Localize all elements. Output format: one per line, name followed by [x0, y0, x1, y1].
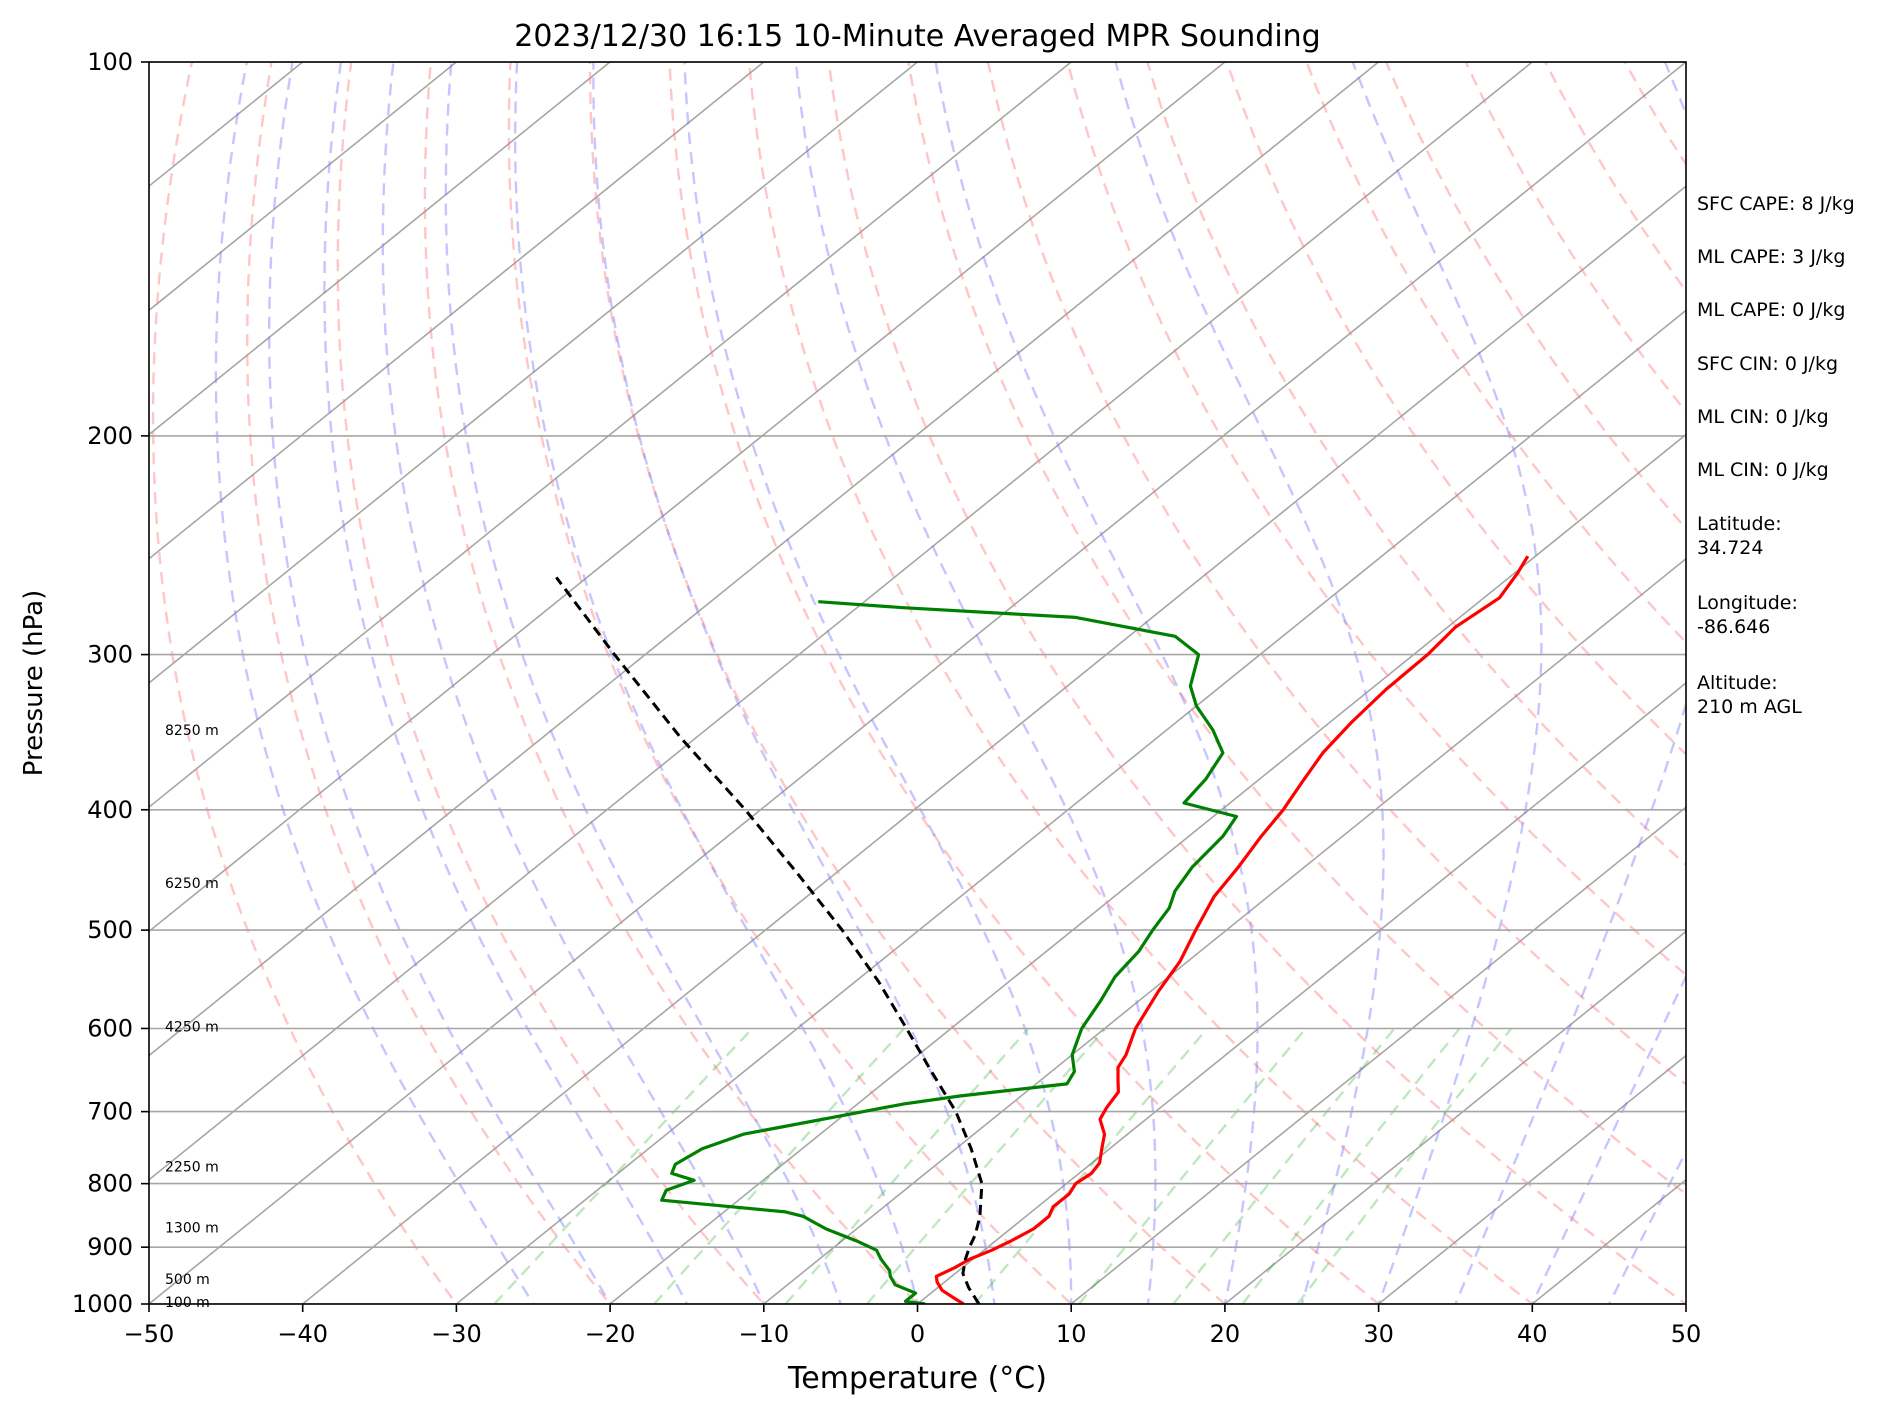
isotherm-line — [762, 557, 1686, 1304]
moist-adiabat-line — [381, 62, 766, 1304]
y-tick-label: 400 — [87, 796, 133, 824]
isotherm-line — [149, 62, 458, 312]
moist-adiabat-line — [1114, 62, 1385, 1304]
dry-adiabat-line — [747, 62, 1535, 1304]
info-altitude: Altitude: 210 m AGL — [1697, 672, 1802, 718]
x-tick-label: −30 — [431, 1320, 482, 1348]
info-longitude: Longitude: -86.646 — [1697, 592, 1798, 638]
mixing-ratio-line — [973, 1027, 1209, 1304]
moist-adiabat-line — [268, 62, 612, 1304]
height-label: 2250 m — [165, 1160, 219, 1176]
moist-adiabat-line — [514, 62, 919, 1304]
isotherm-line — [149, 62, 765, 560]
x-tick-label: 40 — [1517, 1320, 1548, 1348]
isotherm-line — [916, 681, 1686, 1304]
moist-adiabat-line — [1351, 62, 1543, 1304]
x-tick-label: 0 — [910, 1320, 925, 1348]
height-label: 6250 m — [165, 876, 219, 892]
dry-adiabat-line — [245, 62, 612, 1304]
x-axis: −50 −40 −30 −20 −10 0 10 20 30 40 50 — [124, 1304, 1702, 1348]
dry-adiabat-line — [588, 62, 1227, 1304]
isotherm-line — [455, 309, 1686, 1304]
moist-adiabat-line — [214, 62, 535, 1304]
info-latitude: Latitude: 34.724 — [1697, 513, 1782, 559]
moist-adiabat-line — [592, 62, 996, 1304]
y-tick-label: 300 — [87, 641, 133, 669]
info-sfc-cin: SFC CIN: 0 J/kg — [1697, 353, 1839, 375]
height-label: 500 m — [165, 1272, 210, 1288]
y-axis-label: Pressure (hPa) — [19, 590, 49, 777]
height-label: 8250 m — [165, 723, 219, 739]
y-tick-label: 600 — [87, 1014, 133, 1042]
info-ml-cin-2: ML CIN: 0 J/kg — [1697, 459, 1829, 481]
dry-adiabat-line — [336, 62, 766, 1304]
x-axis-label: Temperature (°C) — [787, 1361, 1047, 1396]
moist-adiabat-line — [1454, 62, 1686, 1304]
isotherm-line — [1069, 806, 1686, 1304]
parcel-line — [555, 576, 984, 1304]
y-tick-label: 200 — [87, 422, 133, 450]
x-tick-label: 20 — [1210, 1320, 1241, 1348]
moist-adiabat-line — [934, 62, 1259, 1304]
isotherm-line — [149, 62, 1073, 809]
dry-adiabat-line — [1305, 62, 1686, 645]
x-tick-label: −50 — [124, 1320, 175, 1348]
info-ml-cin: ML CIN: 0 J/kg — [1697, 406, 1829, 428]
dry-adiabat-line — [986, 62, 1686, 1086]
chart-title: 2023/12/30 16:15 10-Minute Averaged MPR … — [514, 19, 1320, 54]
height-labels: 100 m 500 m 1300 m 2250 m 4250 m 6250 m 8250 m — [165, 723, 219, 1311]
y-tick-label: 1000 — [72, 1290, 133, 1318]
moist-adiabat-line — [683, 62, 1073, 1304]
x-tick-label: 50 — [1671, 1320, 1702, 1348]
dry-adiabat-line — [827, 62, 1686, 1304]
guide-lines — [149, 62, 1686, 1304]
mixing-ratio-line — [1172, 1027, 1396, 1304]
moist-adiabat-line — [444, 62, 842, 1304]
isotherm-line — [149, 62, 919, 684]
info-ml-cape: ML CAPE: 3 J/kg — [1697, 246, 1846, 268]
dry-adiabat-line — [907, 62, 1686, 1196]
info-sfc-cape: SFC CAPE: 8 J/kg — [1697, 193, 1855, 215]
y-axis: 1000 900 800 700 600 500 400 300 200 100 — [72, 48, 149, 1318]
y-tick-label: 900 — [87, 1233, 133, 1261]
x-tick-label: 30 — [1363, 1320, 1394, 1348]
height-label: 1300 m — [165, 1221, 219, 1237]
x-tick-label: 10 — [1056, 1320, 1087, 1348]
temperature-line — [934, 555, 1530, 1304]
x-tick-label: −20 — [585, 1320, 636, 1348]
x-tick-label: −40 — [277, 1320, 328, 1348]
dry-adiabat-line — [151, 62, 458, 1304]
isotherm-line — [149, 62, 1380, 1057]
y-tick-label: 100 — [87, 48, 133, 76]
dewpoint-line — [660, 600, 1239, 1304]
moist-adiabat-line — [323, 62, 689, 1304]
x-tick-label: −10 — [738, 1320, 789, 1348]
y-tick-label: 700 — [87, 1098, 133, 1126]
y-tick-label: 800 — [87, 1170, 133, 1198]
isotherm-line — [149, 62, 1227, 933]
mixing-ratio-line — [1241, 1027, 1461, 1304]
isotherm-line — [149, 62, 1686, 1304]
moist-adiabat-line — [794, 62, 1157, 1304]
isotherm-line — [1223, 930, 1686, 1304]
y-tick-label: 500 — [87, 916, 133, 944]
isotherm-line — [1377, 1054, 1686, 1304]
isotherm-line — [149, 62, 1534, 1181]
isotherm-line — [301, 185, 1686, 1304]
isotherm-line — [149, 62, 612, 436]
mixing-ratio-line — [1078, 1027, 1307, 1304]
dry-adiabat-line — [1066, 62, 1686, 977]
height-label: 100 m — [165, 1295, 210, 1311]
info-ml-cape-2: ML CAPE: 0 J/kg — [1697, 299, 1846, 321]
height-label: 4250 m — [165, 1020, 219, 1036]
sounding-series — [555, 555, 1530, 1304]
